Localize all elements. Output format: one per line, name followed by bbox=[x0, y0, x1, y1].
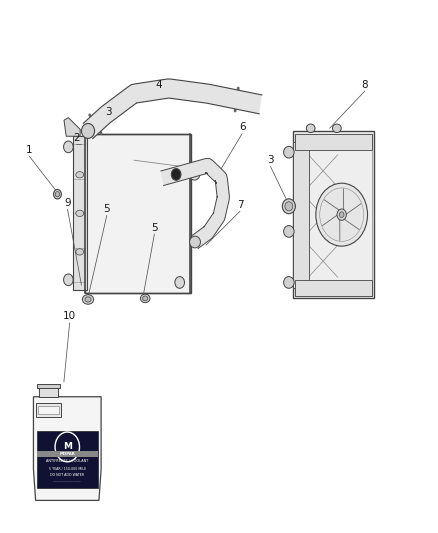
Text: ANTIFREEZE / COOLANT: ANTIFREEZE / COOLANT bbox=[46, 459, 88, 463]
Bar bbox=[37, 384, 60, 389]
Ellipse shape bbox=[141, 294, 150, 303]
Polygon shape bbox=[73, 136, 87, 290]
Circle shape bbox=[339, 212, 344, 217]
Ellipse shape bbox=[306, 124, 315, 133]
Text: 4: 4 bbox=[156, 80, 162, 90]
Polygon shape bbox=[293, 142, 308, 288]
Text: 3: 3 bbox=[267, 155, 274, 165]
Ellipse shape bbox=[82, 295, 94, 304]
Text: M: M bbox=[63, 442, 72, 451]
Ellipse shape bbox=[332, 124, 341, 133]
Bar bbox=[295, 134, 372, 296]
Ellipse shape bbox=[55, 191, 60, 197]
Ellipse shape bbox=[284, 277, 294, 288]
Ellipse shape bbox=[285, 202, 293, 211]
Text: MOPAR: MOPAR bbox=[60, 452, 75, 456]
Text: ─────────────────: ───────────────── bbox=[53, 480, 81, 484]
Ellipse shape bbox=[284, 225, 294, 237]
Ellipse shape bbox=[64, 274, 73, 286]
Ellipse shape bbox=[76, 172, 84, 178]
Bar bbox=[37, 431, 98, 488]
Bar bbox=[85, 134, 191, 293]
Text: 1: 1 bbox=[26, 144, 32, 155]
Text: DO NOT ADD WATER: DO NOT ADD WATER bbox=[50, 473, 84, 478]
Ellipse shape bbox=[284, 147, 294, 158]
Bar bbox=[37, 451, 98, 457]
Bar bbox=[295, 134, 372, 150]
Bar bbox=[39, 389, 58, 397]
Text: 10: 10 bbox=[63, 311, 76, 321]
Circle shape bbox=[337, 209, 346, 220]
Ellipse shape bbox=[53, 189, 61, 199]
Polygon shape bbox=[64, 118, 80, 136]
Text: 3: 3 bbox=[105, 107, 112, 117]
Ellipse shape bbox=[76, 210, 84, 216]
Ellipse shape bbox=[190, 236, 201, 248]
Ellipse shape bbox=[283, 199, 295, 214]
Text: 5: 5 bbox=[151, 223, 158, 233]
Text: 9: 9 bbox=[64, 198, 71, 208]
Text: 2: 2 bbox=[73, 133, 80, 143]
Bar bbox=[295, 280, 372, 296]
Text: 7: 7 bbox=[237, 200, 243, 210]
Ellipse shape bbox=[85, 297, 91, 302]
Polygon shape bbox=[33, 397, 101, 500]
Text: 8: 8 bbox=[361, 80, 368, 90]
Bar bbox=[38, 406, 59, 414]
Ellipse shape bbox=[171, 168, 181, 180]
Text: 6: 6 bbox=[239, 122, 245, 132]
Bar bbox=[35, 403, 61, 417]
Ellipse shape bbox=[64, 141, 73, 153]
Text: 5: 5 bbox=[103, 204, 110, 214]
Circle shape bbox=[316, 183, 367, 246]
Polygon shape bbox=[161, 158, 230, 248]
Ellipse shape bbox=[81, 124, 95, 139]
Text: 5 YEAR / 150,000 MILE: 5 YEAR / 150,000 MILE bbox=[49, 466, 86, 471]
Ellipse shape bbox=[143, 296, 148, 301]
Ellipse shape bbox=[175, 277, 184, 288]
Ellipse shape bbox=[189, 167, 200, 180]
Polygon shape bbox=[83, 79, 262, 139]
Ellipse shape bbox=[76, 249, 84, 255]
Bar bbox=[293, 131, 374, 298]
